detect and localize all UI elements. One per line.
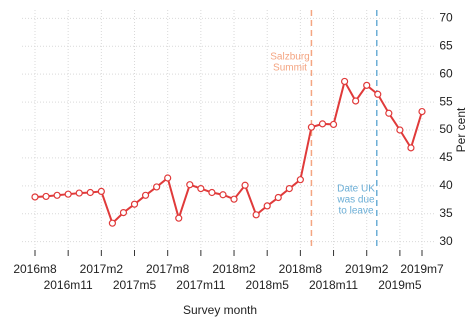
annotation: was due bbox=[336, 195, 375, 206]
point bbox=[186, 181, 194, 189]
annotation: to leave bbox=[338, 206, 373, 217]
point bbox=[341, 77, 349, 86]
y-axis-label: Per cent bbox=[454, 107, 468, 152]
point bbox=[153, 183, 161, 191]
point bbox=[141, 191, 150, 199]
point bbox=[119, 209, 128, 217]
point bbox=[318, 120, 327, 128]
point bbox=[164, 174, 172, 182]
y-tick-label: 50 bbox=[439, 122, 453, 136]
point bbox=[208, 188, 216, 197]
y-tick-label: 65 bbox=[439, 38, 453, 52]
point bbox=[374, 90, 382, 98]
x-tick-label: 2018m11 bbox=[309, 278, 358, 292]
point bbox=[108, 219, 117, 227]
y-tick-label: 60 bbox=[439, 66, 453, 80]
point bbox=[274, 193, 282, 202]
y-tick-label: 55 bbox=[439, 94, 453, 108]
point bbox=[296, 176, 304, 184]
x-tick-label: 2017m2 bbox=[80, 262, 124, 276]
point bbox=[130, 200, 139, 208]
y-tick-label: 35 bbox=[439, 206, 453, 220]
point bbox=[31, 193, 39, 201]
annotation: Summit bbox=[273, 63, 307, 74]
point bbox=[42, 192, 50, 201]
y-tick-label: 30 bbox=[439, 234, 453, 248]
y-tick-label: 45 bbox=[439, 150, 453, 164]
point bbox=[285, 185, 293, 193]
point bbox=[407, 144, 415, 152]
point bbox=[363, 81, 371, 89]
point bbox=[175, 214, 183, 222]
x-tick-label: 2019m5 bbox=[378, 278, 422, 292]
point bbox=[53, 191, 61, 199]
point bbox=[219, 191, 227, 199]
point bbox=[329, 120, 338, 129]
annotation: Date UK bbox=[337, 184, 375, 195]
x-tick-label: 2019m7 bbox=[400, 262, 444, 276]
point bbox=[252, 211, 260, 219]
x-tick-label: 2018m8 bbox=[279, 262, 323, 276]
x-axis-label: Survey month bbox=[183, 303, 257, 317]
x-tick-label: 2019m2 bbox=[345, 262, 389, 276]
point bbox=[307, 123, 316, 131]
annotation: Salzburg bbox=[270, 52, 309, 63]
point bbox=[241, 181, 249, 189]
x-tick-label: 2016m8 bbox=[13, 262, 57, 276]
point bbox=[64, 190, 72, 198]
y-tick-label: 70 bbox=[439, 11, 453, 25]
point bbox=[385, 109, 393, 117]
x-tick-label: 2016m11 bbox=[44, 278, 93, 292]
point bbox=[197, 185, 205, 193]
point bbox=[86, 188, 94, 197]
x-tick-label: 2018m5 bbox=[246, 278, 290, 292]
point bbox=[75, 189, 83, 197]
point bbox=[97, 187, 105, 195]
point bbox=[263, 202, 271, 210]
point bbox=[418, 107, 426, 116]
x-tick-label: 2017m5 bbox=[113, 278, 157, 292]
x-tick-label: 2018m2 bbox=[212, 262, 256, 276]
point bbox=[352, 97, 360, 105]
y-tick-label: 40 bbox=[439, 178, 453, 192]
x-tick-label: 2017m11 bbox=[176, 278, 225, 292]
x-tick-label: 2017m8 bbox=[146, 262, 190, 276]
point bbox=[396, 126, 404, 134]
point bbox=[230, 195, 238, 203]
